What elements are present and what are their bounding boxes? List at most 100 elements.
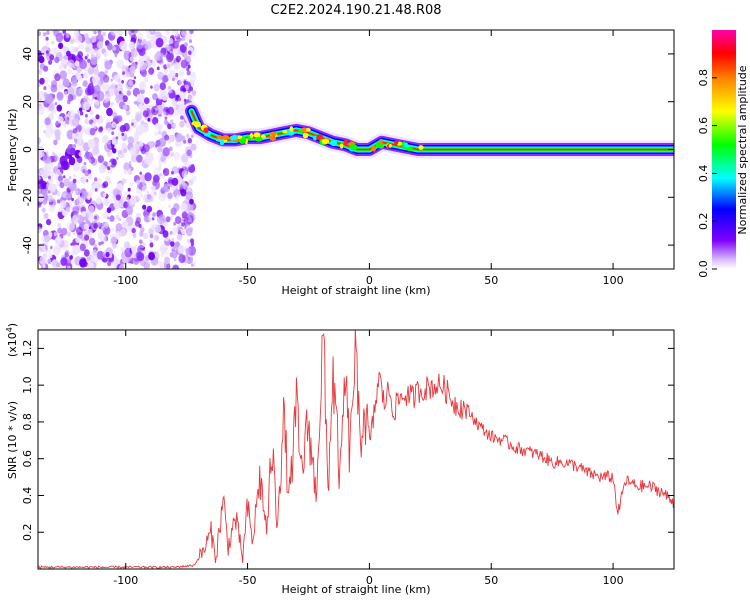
noise-blob [107, 140, 112, 145]
noise-blob [158, 192, 167, 202]
noise-blob [169, 252, 174, 258]
snr-y-ticks: 0.2 0.4 0.6 0.8 1.0 1.2 [21, 340, 674, 541]
noise-blob [144, 172, 152, 182]
noise-blob [171, 75, 177, 81]
noise-blob [171, 237, 175, 242]
noise-blob [70, 242, 73, 246]
noise-blob [41, 207, 46, 213]
noise-blob [176, 233, 183, 241]
noise-blob [72, 215, 78, 223]
noise-blob [189, 30, 194, 35]
noise-blob [146, 193, 152, 200]
noise-blob [96, 50, 102, 57]
noise-blob [94, 177, 98, 182]
noise-blob [53, 30, 60, 37]
noise-blob [83, 223, 89, 230]
noise-blob [109, 198, 114, 204]
noise-blob [186, 67, 190, 72]
noise-blob [122, 95, 128, 103]
ridge-blob [238, 137, 247, 144]
noise-blob [103, 85, 108, 91]
noise-blob [173, 48, 176, 53]
noise-blob [61, 227, 68, 236]
noise-blob [175, 241, 180, 248]
ridge-blob [330, 139, 337, 147]
noise-blob [159, 265, 163, 269]
noise-blob [128, 169, 133, 175]
noise-blob [67, 68, 73, 75]
x-tick-label: 50 [484, 574, 498, 587]
noise-blob [114, 53, 118, 58]
noise-blob [100, 96, 104, 102]
colorbar-tick-label: 0.4 [697, 165, 710, 183]
noise-blob [129, 234, 132, 237]
noise-blob [170, 240, 175, 247]
noise-blob [48, 103, 55, 111]
noise-blob [81, 211, 87, 217]
noise-blob [144, 116, 148, 120]
noise-blob [111, 131, 115, 136]
ridge-blob [305, 127, 311, 132]
noise-blob [63, 64, 68, 69]
ridge-blob [316, 135, 322, 141]
colorbar-tick-label: 0.2 [697, 212, 710, 230]
noise-blob [109, 215, 115, 222]
ridge-blob [191, 121, 200, 126]
ridge-blob [313, 135, 317, 141]
noise-blob [119, 228, 127, 237]
noise-blob [128, 205, 131, 209]
noise-blob [61, 210, 67, 216]
noise-blob [65, 206, 71, 213]
noise-blob [161, 75, 168, 84]
noise-blob [120, 247, 124, 252]
noise-blob [126, 90, 132, 96]
noise-blob [91, 96, 95, 100]
noise-blob [92, 30, 97, 34]
noise-blob [127, 136, 135, 145]
noise-blob [144, 97, 150, 105]
noise-blob [76, 195, 84, 205]
noise-blob [67, 86, 75, 96]
noise-blob [44, 117, 51, 126]
noise-blob [149, 239, 152, 243]
noise-blob [185, 247, 191, 255]
noise-blob [43, 212, 49, 219]
noise-blob [51, 151, 56, 156]
noise-blob [107, 166, 111, 171]
noise-blob [58, 82, 64, 90]
noise-blob [141, 185, 148, 193]
noise-blob [64, 155, 68, 160]
noise-blob [166, 61, 173, 70]
spectrogram-panel: -100 -50 0 50 100 -40 -20 0 20 40 Height of stra… [6, 29, 675, 297]
noise-blob [117, 181, 124, 189]
noise-blob [72, 231, 75, 235]
noise-blob [162, 174, 166, 179]
noise-blob [118, 263, 127, 269]
noise-blob [62, 175, 66, 179]
y-tick-label: 0.4 [21, 487, 34, 505]
noise-blob [132, 233, 137, 238]
noise-blob [64, 252, 69, 258]
noise-blob [157, 124, 163, 131]
spectrogram-y-label: Frequency (Hz) [6, 109, 19, 192]
noise-blob [133, 100, 137, 105]
noise-blob [82, 80, 88, 87]
noise-blob [187, 64, 191, 69]
noise-blob [79, 243, 86, 252]
noise-blob [129, 181, 133, 186]
noise-blob [84, 55, 88, 60]
ridge-blob [406, 146, 413, 152]
noise-blob [48, 175, 51, 180]
noise-blob [123, 169, 128, 175]
ridge-blob [394, 140, 399, 145]
noise-blob [60, 200, 67, 209]
noise-blob [117, 115, 123, 122]
noise-blob [130, 166, 134, 171]
noise-blob [74, 189, 78, 194]
noise-blob [116, 59, 124, 69]
noise-blob [92, 249, 98, 256]
noise-blob [67, 110, 75, 121]
noise-blob [116, 100, 119, 104]
noise-blob [138, 80, 147, 91]
